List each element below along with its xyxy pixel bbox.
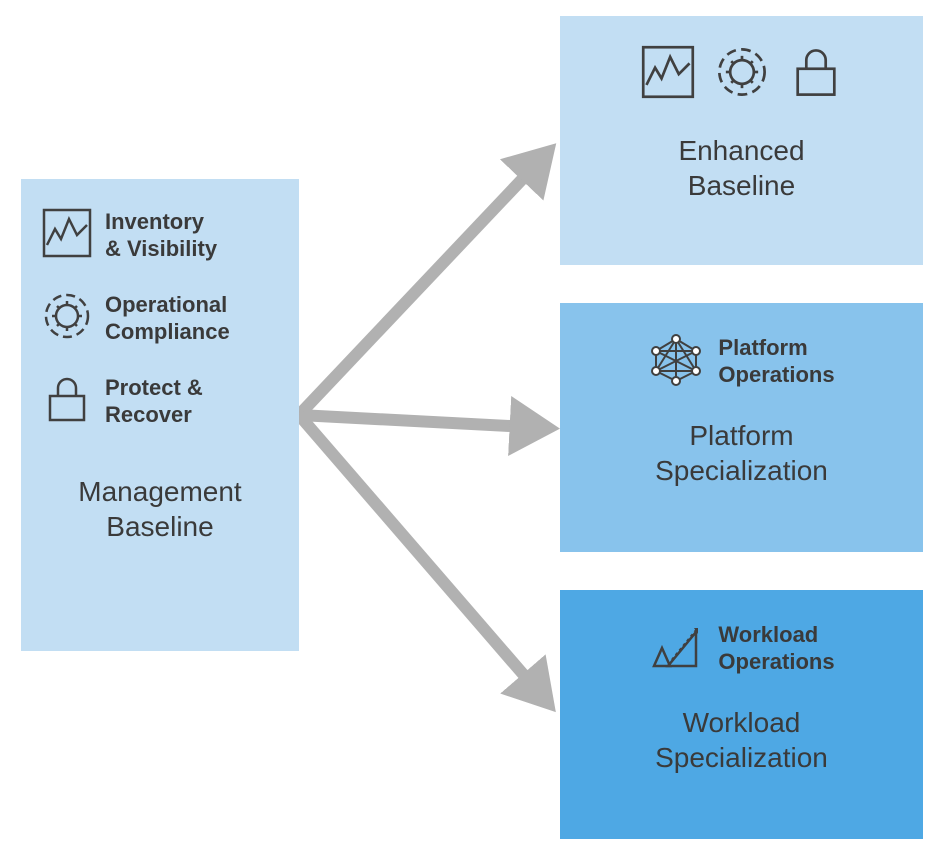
workload-specialization-box: WorkloadOperations WorkloadSpecializatio… <box>560 590 923 839</box>
management-baseline-caption: ManagementBaseline <box>41 474 279 544</box>
operational-compliance-label: OperationalCompliance <box>105 292 230 345</box>
gear-icon <box>41 290 93 347</box>
enhanced-baseline-caption: EnhancedBaseline <box>678 133 804 203</box>
arrow-to-workload <box>299 415 548 703</box>
network-icon <box>648 331 704 392</box>
platform-operations-label: PlatformOperations <box>718 335 834 388</box>
inventory-visibility-label: Inventory& Visibility <box>105 209 217 262</box>
lock-icon <box>41 373 93 430</box>
protect-recover-label: Protect &Recover <box>105 375 203 428</box>
enhanced-baseline-icons <box>640 44 844 105</box>
triangles-icon <box>648 618 704 679</box>
management-baseline-box: Inventory& Visibility Operatio <box>21 179 299 651</box>
arrow-to-enhanced <box>299 152 548 415</box>
enhanced-baseline-box: EnhancedBaseline <box>560 16 923 265</box>
platform-operations-row: PlatformOperations <box>648 331 834 392</box>
chart-icon <box>41 207 93 264</box>
workload-operations-row: WorkloadOperations <box>648 618 834 679</box>
chart-icon <box>640 44 696 105</box>
protect-recover-row: Protect &Recover <box>41 373 279 430</box>
platform-specialization-caption: PlatformSpecialization <box>655 418 828 488</box>
operational-compliance-row: OperationalCompliance <box>41 290 279 347</box>
inventory-visibility-row: Inventory& Visibility <box>41 207 279 264</box>
workload-specialization-caption: WorkloadSpecialization <box>655 705 828 775</box>
arrow-to-platform <box>299 415 548 428</box>
platform-specialization-box: PlatformOperations PlatformSpecializatio… <box>560 303 923 552</box>
gear-icon <box>714 44 770 105</box>
lock-icon <box>788 44 844 105</box>
workload-operations-label: WorkloadOperations <box>718 622 834 675</box>
